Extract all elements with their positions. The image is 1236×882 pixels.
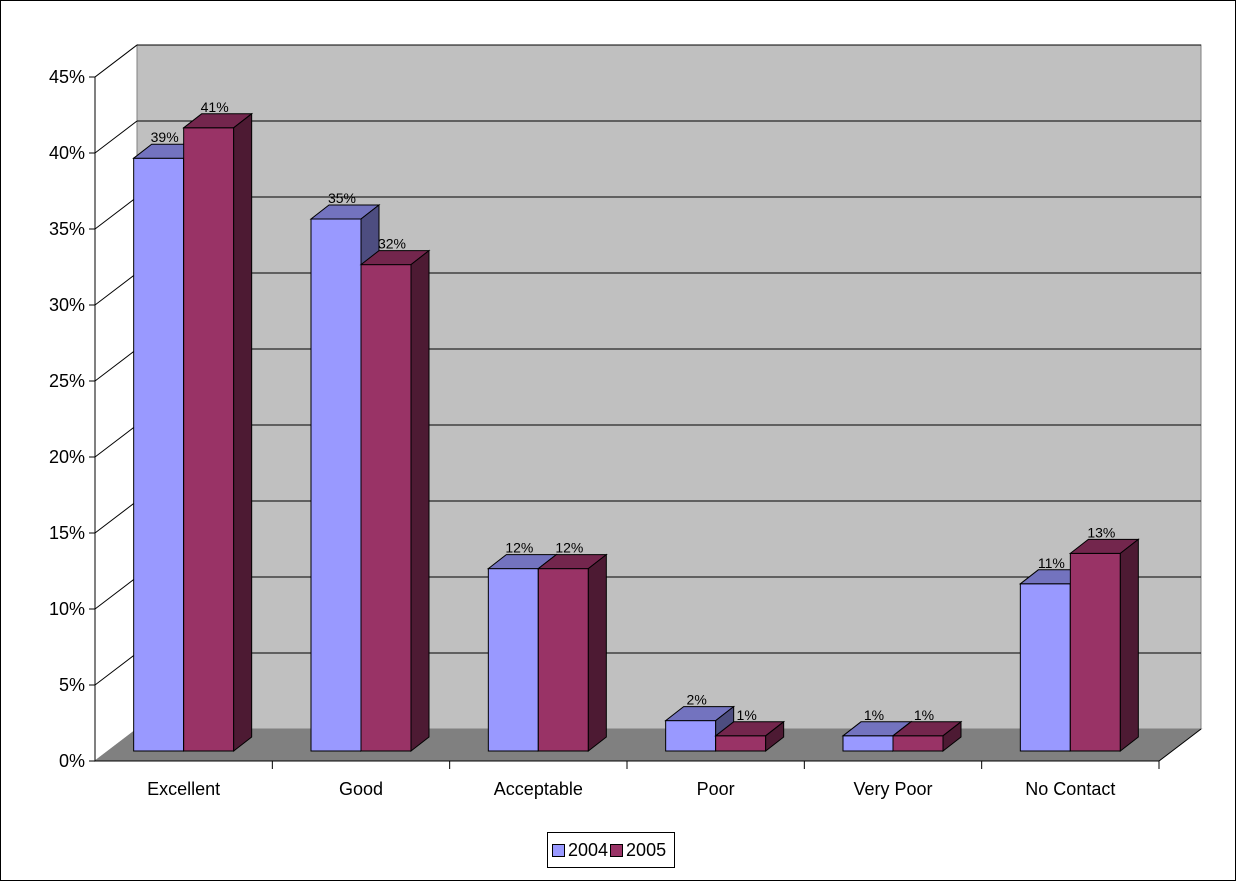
bar-front	[842, 735, 894, 752]
data-label: 35%	[328, 190, 356, 206]
gridline-side	[94, 424, 138, 458]
bar-side	[1119, 538, 1139, 753]
y-tick-label: 30%	[49, 295, 85, 315]
y-tick-label: 40%	[49, 143, 85, 163]
gridline-side	[94, 120, 138, 154]
data-label: 2%	[687, 692, 707, 708]
data-label: 13%	[1087, 524, 1115, 540]
legend-item-2005: 2005	[610, 840, 666, 861]
y-tick-label: 35%	[49, 219, 85, 239]
y-tick-label: 45%	[49, 67, 85, 87]
data-label: 39%	[151, 129, 179, 145]
data-label: 1%	[914, 707, 934, 723]
x-tick-label: Poor	[697, 779, 735, 799]
bar-side	[410, 249, 430, 753]
legend-item-2004: 2004	[552, 840, 608, 861]
y-tick-label: 15%	[49, 523, 85, 543]
bar-front	[183, 127, 235, 752]
data-label: 32%	[378, 236, 406, 252]
bar-front	[1019, 583, 1071, 752]
bar-front	[360, 264, 412, 752]
y-tick-label: 0%	[59, 751, 85, 771]
x-tick-label: Good	[339, 779, 383, 799]
x-tick-label: Very Poor	[853, 779, 932, 799]
gridline-side	[94, 44, 138, 78]
x-tick-label: Acceptable	[494, 779, 583, 799]
bar-front	[665, 720, 717, 752]
gridline-side	[94, 348, 138, 382]
bar-front	[310, 218, 362, 752]
y-tick-label: 10%	[49, 599, 85, 619]
data-label: 12%	[505, 540, 533, 556]
data-label: 12%	[555, 540, 583, 556]
bar-front	[1069, 552, 1121, 752]
data-label: 11%	[1038, 555, 1065, 571]
data-label: 1%	[864, 707, 884, 723]
y-tick-label: 25%	[49, 371, 85, 391]
bar-front	[892, 735, 944, 752]
gridline-side	[94, 196, 138, 230]
legend-label-2005: 2005	[626, 839, 667, 860]
gridline-side	[94, 576, 138, 610]
bar-side	[233, 112, 253, 753]
y-tick-label: 20%	[49, 447, 85, 467]
data-label: 1%	[737, 707, 757, 723]
gridline-side	[94, 272, 138, 306]
bar-front	[537, 568, 589, 752]
gridline-side	[94, 652, 138, 686]
x-tick-label: Excellent	[147, 779, 220, 799]
legend-label-2004: 2004	[568, 839, 609, 860]
legend-swatch-2005	[610, 843, 624, 857]
bar-side	[587, 553, 607, 753]
side-wall	[94, 43, 138, 763]
x-tick-label: No Contact	[1025, 779, 1115, 799]
legend-swatch-2004	[552, 843, 565, 857]
x-axis-depth	[1158, 728, 1202, 762]
bar-side	[942, 720, 962, 753]
bar-side	[765, 720, 785, 753]
bar-front	[715, 735, 767, 752]
data-label: 41%	[201, 99, 229, 115]
bar-front	[133, 157, 185, 752]
y-tick-label: 5%	[59, 675, 85, 695]
legend: 2004 2005	[547, 832, 676, 868]
bar-front	[487, 568, 539, 752]
gridline-side	[94, 500, 138, 534]
